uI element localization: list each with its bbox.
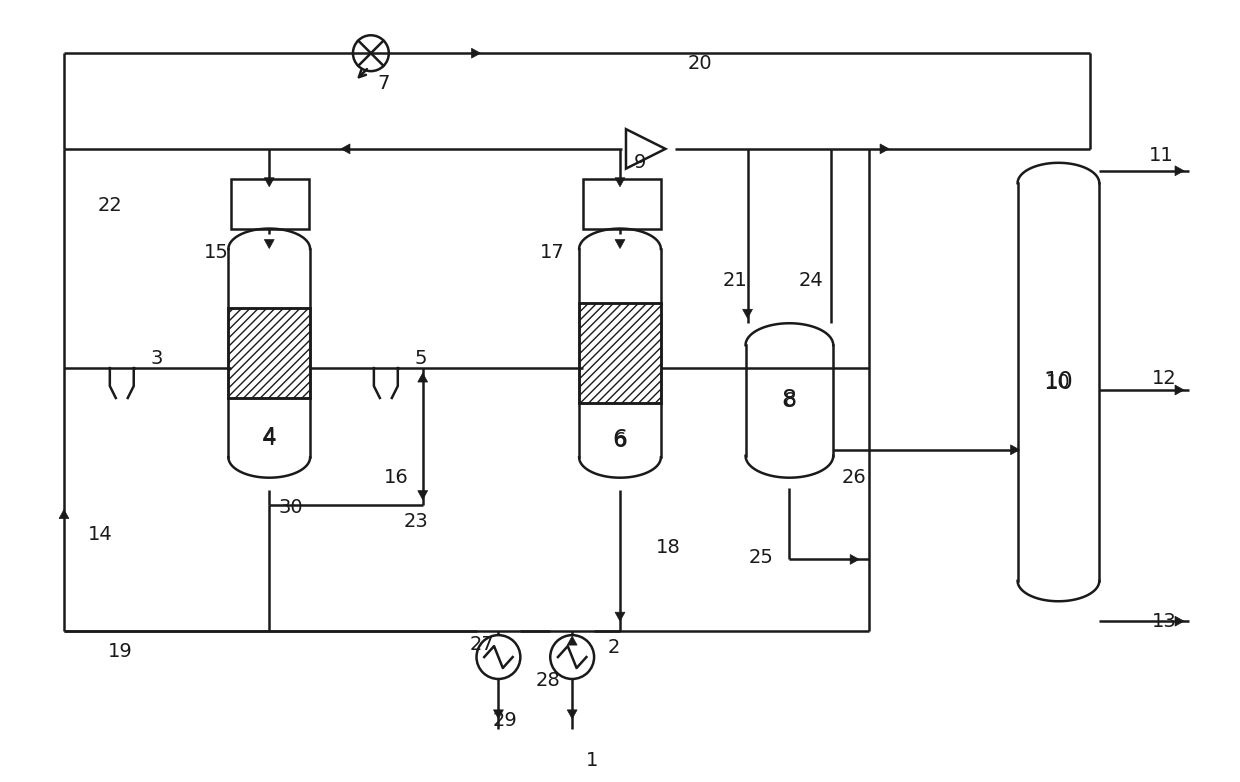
Text: 7: 7 — [378, 74, 391, 92]
Text: 3: 3 — [150, 349, 162, 368]
Bar — [583, 179, 661, 228]
Polygon shape — [1011, 445, 1019, 454]
Polygon shape — [341, 144, 350, 154]
Polygon shape — [567, 710, 577, 719]
Text: 13: 13 — [1152, 612, 1177, 630]
Polygon shape — [851, 554, 859, 565]
Bar — [579, 303, 661, 403]
Text: 5: 5 — [414, 349, 427, 368]
Text: 21: 21 — [722, 271, 746, 290]
Text: 30: 30 — [279, 498, 304, 517]
Text: 22: 22 — [98, 196, 123, 215]
Text: 19: 19 — [108, 641, 133, 661]
Polygon shape — [567, 636, 577, 645]
Polygon shape — [264, 178, 274, 187]
Polygon shape — [1176, 166, 1184, 176]
Text: 9: 9 — [634, 153, 646, 172]
Text: 27: 27 — [470, 635, 495, 654]
Polygon shape — [264, 239, 274, 249]
Polygon shape — [60, 510, 69, 518]
Polygon shape — [1176, 385, 1184, 395]
Text: 25: 25 — [749, 548, 774, 567]
Polygon shape — [615, 239, 625, 249]
Polygon shape — [494, 710, 503, 719]
Text: 23: 23 — [403, 512, 428, 531]
Text: 4: 4 — [263, 429, 275, 447]
Bar — [228, 308, 310, 398]
Polygon shape — [471, 48, 480, 58]
Text: 18: 18 — [656, 538, 681, 557]
Text: 6: 6 — [613, 429, 627, 452]
Polygon shape — [615, 178, 625, 187]
Text: 17: 17 — [539, 243, 564, 262]
Polygon shape — [880, 144, 889, 154]
Text: 10: 10 — [1047, 372, 1071, 392]
Text: 8: 8 — [784, 391, 796, 410]
Bar — [232, 179, 309, 228]
Text: 2: 2 — [608, 637, 620, 657]
Polygon shape — [418, 373, 428, 382]
Text: 6: 6 — [614, 431, 626, 450]
Polygon shape — [743, 310, 753, 318]
Polygon shape — [615, 612, 625, 621]
Text: 15: 15 — [205, 243, 229, 262]
Text: 12: 12 — [1152, 368, 1177, 388]
Text: 11: 11 — [1148, 146, 1173, 165]
Text: 16: 16 — [383, 468, 408, 487]
Text: 20: 20 — [687, 54, 712, 73]
Polygon shape — [1176, 616, 1184, 626]
Text: 29: 29 — [494, 712, 518, 730]
Text: 8: 8 — [782, 389, 797, 412]
Text: 24: 24 — [799, 271, 823, 290]
Text: 26: 26 — [842, 468, 867, 487]
Text: 14: 14 — [88, 525, 113, 544]
Polygon shape — [418, 490, 428, 500]
Text: 1: 1 — [587, 752, 598, 770]
Text: 10: 10 — [1044, 370, 1074, 394]
Text: 28: 28 — [536, 672, 560, 691]
Text: 4: 4 — [262, 426, 277, 450]
